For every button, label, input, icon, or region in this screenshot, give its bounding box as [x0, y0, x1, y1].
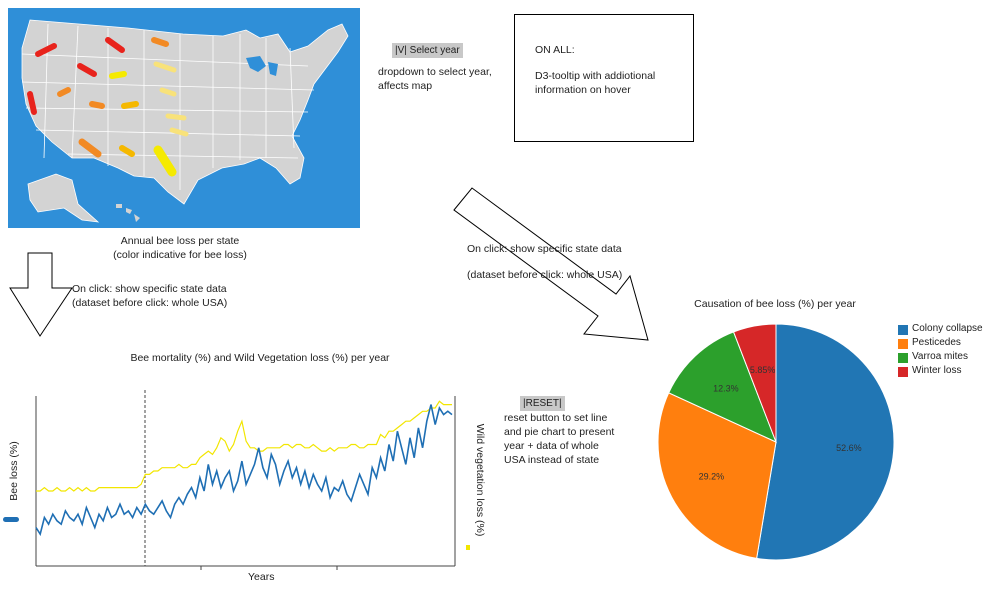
- pie-legend-label-varroa: Varroa mites: [912, 351, 968, 362]
- bee-loss-line[interactable]: [35, 404, 453, 537]
- pie-legend-item-colony[interactable]: Colony collapse: [898, 323, 983, 337]
- pie-legend-swatch-varroa: [898, 353, 908, 363]
- pie-legend: Colony collapse Pesticedes Varroa mites …: [898, 323, 983, 379]
- vegetation-loss-line[interactable]: [36, 400, 452, 492]
- reset-desc-line4: USA instead of state: [504, 454, 600, 466]
- line-chart-title: Bee mortality (%) and Wild Vegetation lo…: [130, 352, 390, 364]
- arrow-left-note: On click: show specific state data (data…: [72, 282, 227, 310]
- select-year-desc-line1: dropdown to select year,: [378, 66, 492, 78]
- pie-chart[interactable]: 52.6% 29.2% 12.3% 5.85%: [646, 318, 906, 578]
- pie-chart-title: Causation of bee loss (%) per year: [694, 298, 856, 310]
- arrow-left-line1: On click: show specific state data: [72, 283, 227, 295]
- tooltip-note-text: D3-tooltip with addiotional information …: [535, 69, 655, 97]
- tooltip-note-title: ON ALL:: [535, 44, 575, 56]
- map-caption-line1: Annual bee loss per state: [120, 235, 240, 247]
- pie-legend-label-winter: Winter loss: [912, 365, 962, 376]
- map-mainland[interactable]: [21, 19, 349, 205]
- pie-legend-label-pesticides: Pesticedes: [912, 337, 961, 348]
- arrow-left-line2: (dataset before click: whole USA): [72, 297, 228, 309]
- pie-legend-swatch-pesticides: [898, 339, 908, 349]
- reset-desc: reset button to set line and pie chart t…: [504, 411, 614, 467]
- pie-slice-pesticides[interactable]: [657, 392, 777, 559]
- pie-legend-swatch-winter: [898, 367, 908, 377]
- vegetation-loss-legend-swatch: [466, 545, 470, 550]
- great-lakes: [246, 56, 278, 76]
- arrow-right-line2: (dataset before click: whole USA): [467, 269, 623, 281]
- hawaii: [116, 204, 140, 222]
- tooltip-note-line2: information on hover: [535, 84, 631, 96]
- pie-legend-label-colony: Colony collapse: [912, 323, 983, 334]
- line-chart-axes: [35, 390, 456, 570]
- arrow-down-icon: [9, 252, 73, 337]
- reset-desc-line2: and pie chart to present: [504, 426, 615, 438]
- pie-label-colony-collapse: 52.6%: [836, 443, 862, 453]
- bee-loss-heatmarks: [27, 37, 189, 177]
- map-caption-line2: (color indicative for bee loss): [113, 249, 247, 261]
- pie-legend-swatch-colony: [898, 325, 908, 335]
- reset-button[interactable]: |RESET|: [520, 396, 565, 411]
- pie-label-pesticides: 29.2%: [699, 471, 725, 481]
- map-caption: Annual bee loss per state (color indicat…: [100, 234, 260, 262]
- reset-desc-line3: year + data of whole: [504, 440, 599, 452]
- pie-slice-winter-loss[interactable]: [732, 323, 777, 443]
- pie-label-winter-loss: 5.85%: [750, 365, 776, 375]
- pie-legend-item-pesticides[interactable]: Pesticedes: [898, 337, 983, 351]
- line-chart-ylabel-left: Bee loss (%): [8, 441, 20, 501]
- pie-legend-item-winter[interactable]: Winter loss: [898, 365, 983, 379]
- pie-slice-varroa-mites[interactable]: [668, 331, 777, 443]
- line-chart-ylabel-right: Wild vegetation loss (%): [474, 423, 486, 537]
- reset-desc-line1: reset button to set line: [504, 412, 608, 424]
- arrow-diagonal-icon: [453, 187, 649, 341]
- line-chart-xlabel: Years: [248, 571, 275, 583]
- pie-legend-item-varroa[interactable]: Varroa mites: [898, 351, 983, 365]
- select-year-dropdown[interactable]: |V| Select year: [392, 43, 463, 58]
- select-year-desc-line2: affects map: [378, 80, 433, 92]
- bee-loss-legend-swatch: [3, 517, 19, 522]
- tooltip-note-box: ON ALL: D3-tooltip with addiotional info…: [514, 14, 694, 142]
- arrow-right-line1: On click: show specific state data: [467, 243, 622, 255]
- pie-slice-colony-collapse[interactable]: [756, 323, 895, 561]
- tooltip-note-line1: D3-tooltip with addiotional: [535, 70, 656, 82]
- select-year-desc: dropdown to select year, affects map: [378, 65, 492, 93]
- line-chart[interactable]: [0, 390, 470, 590]
- us-map[interactable]: [8, 8, 360, 228]
- alaska: [27, 173, 100, 223]
- pie-label-varroa-mites: 12.3%: [713, 384, 739, 394]
- state-borders: [21, 23, 315, 190]
